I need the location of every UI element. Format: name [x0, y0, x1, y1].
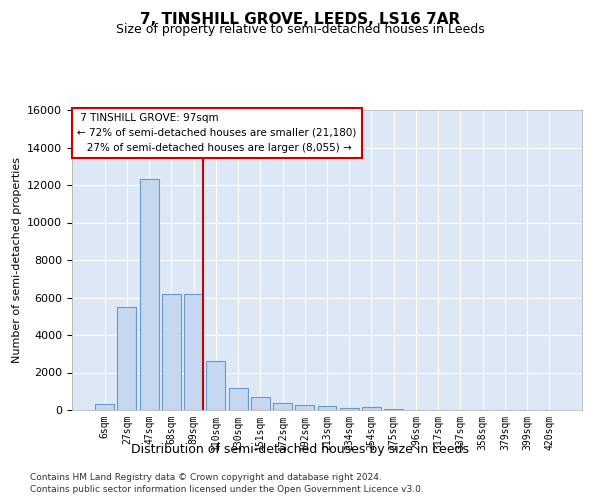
Bar	[140, 180, 158, 410]
Text: Distribution of semi-detached houses by size in Leeds: Distribution of semi-detached houses by …	[131, 442, 469, 456]
Y-axis label: Number of semi-detached properties: Number of semi-detached properties	[11, 157, 22, 363]
Bar	[162, 294, 181, 410]
Bar	[273, 404, 292, 410]
Bar	[251, 397, 270, 410]
Bar	[95, 404, 114, 410]
Text: Size of property relative to semi-detached houses in Leeds: Size of property relative to semi-detach…	[116, 22, 484, 36]
Bar	[317, 406, 337, 410]
Text: 7, TINSHILL GROVE, LEEDS, LS16 7AR: 7, TINSHILL GROVE, LEEDS, LS16 7AR	[140, 12, 460, 28]
Bar	[362, 407, 381, 410]
Bar	[295, 406, 314, 410]
Bar	[384, 409, 403, 410]
Bar	[206, 361, 225, 410]
Text: 7 TINSHILL GROVE: 97sqm
← 72% of semi-detached houses are smaller (21,180)
   27: 7 TINSHILL GROVE: 97sqm ← 72% of semi-de…	[77, 113, 356, 152]
Bar	[184, 294, 203, 410]
Bar	[229, 388, 248, 410]
Bar	[340, 408, 359, 410]
Text: Contains HM Land Registry data © Crown copyright and database right 2024.: Contains HM Land Registry data © Crown c…	[30, 472, 382, 482]
Bar	[118, 307, 136, 410]
Text: Contains public sector information licensed under the Open Government Licence v3: Contains public sector information licen…	[30, 485, 424, 494]
